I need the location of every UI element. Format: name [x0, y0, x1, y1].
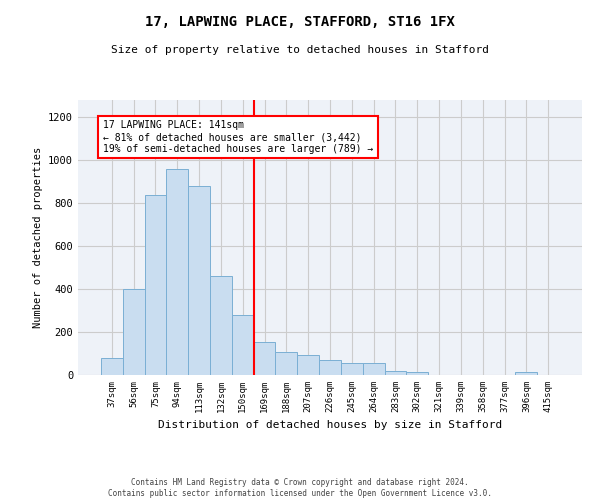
Text: Contains HM Land Registry data © Crown copyright and database right 2024.
Contai: Contains HM Land Registry data © Crown c… — [108, 478, 492, 498]
Bar — [297, 354, 319, 375]
X-axis label: Distribution of detached houses by size in Stafford: Distribution of detached houses by size … — [158, 420, 502, 430]
Text: 17 LAPWING PLACE: 141sqm
← 81% of detached houses are smaller (3,442)
19% of sem: 17 LAPWING PLACE: 141sqm ← 81% of detach… — [103, 120, 373, 154]
Bar — [123, 289, 145, 375]
Bar — [188, 186, 210, 375]
Y-axis label: Number of detached properties: Number of detached properties — [32, 147, 43, 328]
Bar — [254, 342, 275, 375]
Bar — [101, 358, 123, 375]
Bar — [275, 352, 297, 375]
Bar — [363, 363, 385, 375]
Bar — [232, 315, 254, 375]
Bar — [515, 372, 537, 375]
Bar — [210, 276, 232, 375]
Bar — [385, 370, 406, 375]
Bar — [166, 169, 188, 375]
Bar — [145, 194, 166, 375]
Text: 17, LAPWING PLACE, STAFFORD, ST16 1FX: 17, LAPWING PLACE, STAFFORD, ST16 1FX — [145, 15, 455, 29]
Bar — [319, 360, 341, 375]
Bar — [406, 372, 428, 375]
Text: Size of property relative to detached houses in Stafford: Size of property relative to detached ho… — [111, 45, 489, 55]
Bar — [341, 363, 363, 375]
